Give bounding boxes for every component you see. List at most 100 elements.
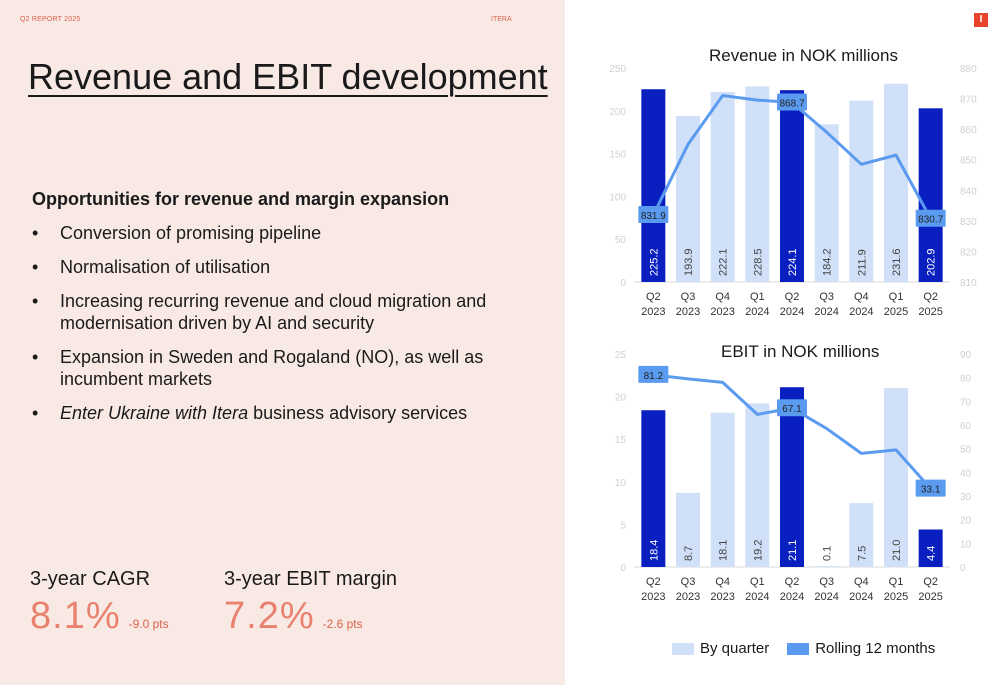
x-tick-label: Q2 bbox=[923, 291, 938, 303]
bar bbox=[884, 83, 908, 282]
y2-tick-label: 70 bbox=[960, 397, 972, 408]
bar-value-label: 18.4 bbox=[648, 540, 660, 561]
bar bbox=[884, 388, 908, 567]
bullet-text: business advisory services bbox=[248, 403, 468, 423]
bar-value-label: 184.2 bbox=[822, 248, 834, 276]
y-tick-label: 50 bbox=[615, 235, 627, 246]
line-value-label: 33.1 bbox=[921, 485, 941, 496]
bar bbox=[849, 503, 874, 567]
line-label-box bbox=[915, 479, 946, 497]
x-tick-label: Q4 bbox=[715, 576, 730, 588]
x-tick-label: Q2 bbox=[785, 291, 800, 303]
bullet-text: Conversion of promising pipeline bbox=[60, 223, 322, 243]
bar-value-label: 211.9 bbox=[856, 249, 868, 276]
list-item: • Conversion of promising pipeline bbox=[32, 222, 502, 244]
line-value-label: 831.9 bbox=[641, 211, 666, 222]
list-item: • Expansion in Sweden and Rogaland (NO), … bbox=[32, 346, 502, 390]
x-tick-label: 2024 bbox=[745, 591, 769, 603]
legend-label-quarter: By quarter bbox=[700, 640, 770, 657]
bar-value-label: 228.5 bbox=[752, 248, 764, 276]
bullet-text: Normalisation of utilisation bbox=[60, 257, 271, 277]
ebit-chart-title: EBIT in NOK millions bbox=[721, 342, 880, 361]
x-tick-label: 2024 bbox=[814, 306, 838, 318]
bar-value-label: 222.1 bbox=[718, 248, 730, 276]
x-tick-label: Q4 bbox=[854, 291, 869, 303]
x-tick-label: 2023 bbox=[676, 591, 700, 603]
bar bbox=[676, 492, 700, 567]
bar bbox=[780, 90, 804, 282]
y2-tick-label: 880 bbox=[960, 64, 977, 75]
bar-value-label: 224.1 bbox=[787, 248, 799, 276]
bullet-icon: • bbox=[32, 257, 39, 277]
bar bbox=[849, 100, 874, 282]
bar-value-label: 21.0 bbox=[891, 540, 903, 561]
bullet-icon: • bbox=[32, 291, 39, 311]
chart-legend: By quarter Rolling 12 months bbox=[672, 640, 935, 657]
y-tick-label: 20 bbox=[615, 393, 627, 404]
bar-value-label: 225.2 bbox=[648, 248, 660, 276]
y2-tick-label: 60 bbox=[960, 421, 972, 432]
y2-tick-label: 90 bbox=[960, 350, 972, 361]
line-label-box bbox=[638, 206, 669, 224]
bar bbox=[918, 529, 943, 567]
y-tick-label: 5 bbox=[620, 520, 626, 531]
bar bbox=[745, 86, 770, 283]
x-tick-label: Q4 bbox=[715, 291, 730, 303]
x-tick-label: 2024 bbox=[780, 306, 804, 318]
y2-tick-label: 40 bbox=[960, 468, 972, 479]
bar bbox=[814, 124, 839, 282]
list-item: • Normalisation of utilisation bbox=[32, 256, 502, 278]
x-tick-label: Q1 bbox=[889, 291, 904, 303]
y2-tick-label: 810 bbox=[960, 278, 977, 289]
line-value-label: 81.2 bbox=[644, 371, 664, 382]
ebit-chart: 0510152025010203040506070809018.4Q220238… bbox=[615, 350, 972, 603]
y2-tick-label: 840 bbox=[960, 186, 977, 197]
x-tick-label: Q3 bbox=[681, 576, 696, 588]
revenue-chart-title: Revenue in NOK millions bbox=[709, 46, 898, 65]
bullet-text: Increasing recurring revenue and cloud m… bbox=[60, 291, 487, 333]
bar-value-label: 193.9 bbox=[683, 248, 695, 276]
line-label-box bbox=[915, 209, 946, 227]
y2-tick-label: 0 bbox=[960, 563, 966, 574]
brand-header: ITERA bbox=[491, 16, 512, 23]
kpi-delta: -2.6 pts bbox=[322, 617, 363, 631]
x-tick-label: 2025 bbox=[918, 306, 942, 318]
bar-value-label: 231.6 bbox=[891, 248, 903, 276]
kpi-label: 3-year EBIT margin bbox=[224, 568, 398, 590]
x-tick-label: Q1 bbox=[750, 291, 765, 303]
line-value-label: 67.1 bbox=[782, 404, 802, 415]
bar-value-label: 202.9 bbox=[926, 248, 938, 276]
y2-tick-label: 30 bbox=[960, 492, 972, 503]
kpi-delta: -9.0 pts bbox=[128, 617, 169, 631]
line-value-label: 868.7 bbox=[779, 99, 804, 110]
y2-tick-label: 870 bbox=[960, 95, 977, 106]
x-tick-label: 2023 bbox=[710, 591, 734, 603]
x-tick-label: Q4 bbox=[854, 576, 869, 588]
bar-value-label: 0.1 bbox=[822, 546, 834, 561]
bar bbox=[814, 566, 839, 568]
bullet-icon: • bbox=[32, 223, 39, 243]
section-subtitle: Opportunities for revenue and margin exp… bbox=[32, 189, 450, 209]
bar-value-label: 8.7 bbox=[683, 546, 695, 561]
line-label-box bbox=[777, 399, 807, 417]
x-tick-label: 2023 bbox=[641, 306, 665, 318]
x-tick-label: 2024 bbox=[814, 591, 838, 603]
bar bbox=[780, 387, 804, 567]
y2-tick-label: 80 bbox=[960, 374, 972, 385]
bullet-icon: • bbox=[32, 403, 39, 423]
x-tick-label: 2023 bbox=[676, 306, 700, 318]
y-tick-label: 250 bbox=[609, 64, 626, 75]
kpi-value: 7.2% bbox=[224, 595, 315, 637]
bar bbox=[745, 403, 770, 567]
legend-swatch-rolling bbox=[787, 642, 810, 655]
report-header: Q2 REPORT 2025 bbox=[20, 16, 81, 23]
x-tick-label: 2025 bbox=[884, 591, 908, 603]
x-tick-label: 2024 bbox=[780, 591, 804, 603]
bullet-list: • Conversion of promising pipeline • Norma… bbox=[32, 222, 502, 436]
y-tick-label: 150 bbox=[609, 150, 626, 161]
bar-value-label: 4.4 bbox=[926, 546, 938, 561]
kpi-value: 8.1% bbox=[30, 595, 121, 637]
x-tick-label: Q1 bbox=[750, 576, 765, 588]
x-tick-label: Q3 bbox=[819, 576, 834, 588]
bar-value-label: 19.2 bbox=[752, 540, 764, 561]
